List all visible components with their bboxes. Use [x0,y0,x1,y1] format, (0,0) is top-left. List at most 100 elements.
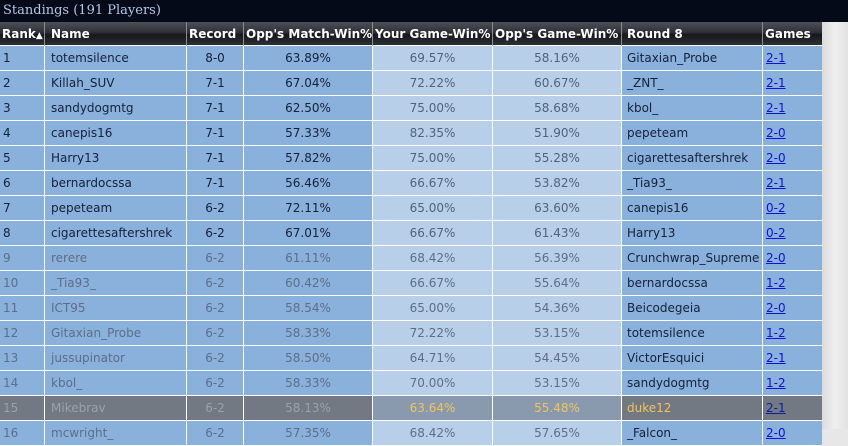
opp-match-win-cell: 56.46% [244,171,373,196]
your-game-win-cell: 66.67% [373,171,493,196]
games-cell[interactable]: 2-0 [763,146,822,171]
table-row: 4 canepis16 7-1 57.33% 82.35% 51.90% pepeteam 2… [0,121,822,146]
games-result-link[interactable]: 2-1 [766,51,786,65]
games-result-link[interactable]: 2-0 [766,151,786,165]
opp-match-win-cell: 57.33% [244,121,373,146]
games-result-link[interactable]: 2-1 [766,101,786,115]
opp-game-win-cell: 57.65% [493,421,622,446]
table-row: 8 cigarettesaftershrek 6-2 67.01% 66.67% 61.4… [0,221,822,246]
table-body: 1 totemsilence 8-0 63.89% 69.57% 58.16% Gitaxi… [0,46,822,446]
column-header-rank[interactable]: Rank▲ [0,22,45,46]
record-cell: 7-1 [187,146,244,171]
column-header-omw[interactable]: Opp's Match-Win% [244,22,373,46]
games-result-link[interactable]: 2-0 [766,426,786,440]
games-cell[interactable]: 0-2 [763,221,822,246]
games-result-link[interactable]: 2-0 [766,251,786,265]
your-game-win-cell: 65.00% [373,296,493,321]
games-cell[interactable]: 2-1 [763,171,822,196]
games-cell[interactable]: 0-2 [763,196,822,221]
games-cell[interactable]: 2-0 [763,246,822,271]
standings-title: Standings (191 Players) [0,0,848,22]
games-result-link[interactable]: 2-1 [766,351,786,365]
column-header-record-label: Record [189,26,237,41]
column-header-name[interactable]: Name [45,22,187,46]
standings-table: Rank▲ Name Record Opp's Match-Win% Your … [0,22,822,446]
games-result-link[interactable]: 1-2 [766,326,786,340]
rank-cell: 9 [0,246,45,271]
opp-game-win-cell: 61.43% [493,221,622,246]
column-header-ygw[interactable]: Your Game-Win% [373,22,493,46]
opp-match-win-cell: 58.13% [244,396,373,421]
opponent-cell: Harry13 [622,221,763,246]
rank-cell: 7 [0,196,45,221]
games-cell[interactable]: 2-1 [763,96,822,121]
rank-cell: 1 [0,46,45,71]
games-result-link[interactable]: 2-1 [766,401,786,415]
column-header-omw-label: Opp's Match-Win% [246,26,373,41]
opp-game-win-cell: 55.64% [493,271,622,296]
table-row: 15 Mikebrav 6-2 58.13% 63.64% 55.48% duke12 2-1 [0,396,822,421]
your-game-win-cell: 66.67% [373,221,493,246]
games-cell[interactable]: 2-1 [763,346,822,371]
opponent-cell: bernardocssa [622,271,763,296]
games-cell[interactable]: 2-0 [763,421,822,446]
opp-match-win-cell: 63.89% [244,46,373,71]
column-header-round[interactable]: Round 8 [622,22,763,46]
your-game-win-cell: 66.67% [373,271,493,296]
table-row: 6 bernardocssa 7-1 56.46% 66.67% 53.82% _Tia93… [0,171,822,196]
opp-match-win-cell: 72.11% [244,196,373,221]
rank-cell: 13 [0,346,45,371]
opp-match-win-cell: 61.11% [244,246,373,271]
opp-game-win-cell: 54.45% [493,346,622,371]
opp-game-win-cell: 55.28% [493,146,622,171]
record-cell: 6-2 [187,371,244,396]
table-row: 9 rerere 6-2 61.11% 68.42% 56.39% Crunchwrap_S… [0,246,822,271]
your-game-win-cell: 69.57% [373,46,493,71]
opp-match-win-cell: 58.33% [244,371,373,396]
games-cell[interactable]: 2-0 [763,296,822,321]
opp-match-win-cell: 60.42% [244,271,373,296]
player-name-cell: _Tia93_ [45,271,187,296]
column-header-ogw[interactable]: Opp's Game-Win% [493,22,622,46]
opponent-cell: cigarettesaftershrek [622,146,763,171]
games-cell[interactable]: 2-1 [763,46,822,71]
column-header-games-label: Games [765,26,811,41]
record-cell: 6-2 [187,396,244,421]
record-cell: 6-2 [187,246,244,271]
games-cell[interactable]: 2-1 [763,71,822,96]
games-cell[interactable]: 1-2 [763,371,822,396]
player-name-cell: rerere [45,246,187,271]
column-header-rank-label: Rank [2,26,36,41]
games-cell[interactable]: 2-1 [763,396,822,421]
player-name-cell: totemsilence [45,46,187,71]
player-name-cell: sandydogmtg [45,96,187,121]
games-result-link[interactable]: 1-2 [766,276,786,290]
record-cell: 7-1 [187,121,244,146]
table-row: 5 Harry13 7-1 57.82% 75.00% 55.28% cigarettesa… [0,146,822,171]
games-result-link[interactable]: 0-2 [766,226,786,240]
player-name-cell: mcwright_ [45,421,187,446]
opponent-cell: Gitaxian_Probe [622,46,763,71]
opp-match-win-cell: 67.01% [244,221,373,246]
games-result-link[interactable]: 2-0 [766,301,786,315]
games-cell[interactable]: 2-0 [763,121,822,146]
games-result-link[interactable]: 0-2 [766,201,786,215]
column-header-record[interactable]: Record [187,22,244,46]
your-game-win-cell: 65.00% [373,196,493,221]
games-cell[interactable]: 1-2 [763,321,822,346]
opponent-cell: VictorEsquici [622,346,763,371]
player-name-cell: ICT95 [45,296,187,321]
games-cell[interactable]: 1-2 [763,271,822,296]
games-result-link[interactable]: 2-0 [766,126,786,140]
games-result-link[interactable]: 2-1 [766,76,786,90]
column-header-games[interactable]: Games [763,22,822,46]
rank-cell: 5 [0,146,45,171]
record-cell: 7-1 [187,71,244,96]
games-result-link[interactable]: 1-2 [766,376,786,390]
player-name-cell: kbol_ [45,371,187,396]
column-header-name-label: Name [51,26,90,41]
table-row: 1 totemsilence 8-0 63.89% 69.57% 58.16% Gitaxi… [0,46,822,71]
record-cell: 6-2 [187,271,244,296]
opp-match-win-cell: 57.82% [244,146,373,171]
games-result-link[interactable]: 2-1 [766,176,786,190]
